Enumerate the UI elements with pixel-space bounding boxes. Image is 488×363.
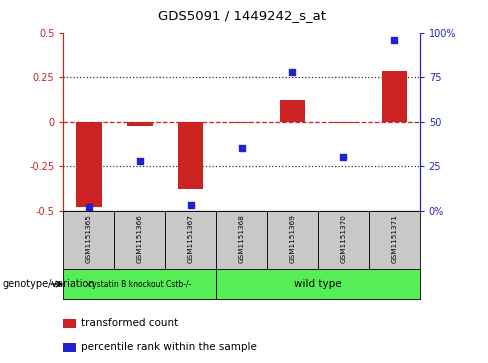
Text: genotype/variation: genotype/variation xyxy=(2,279,95,289)
Point xyxy=(288,69,296,75)
Text: percentile rank within the sample: percentile rank within the sample xyxy=(81,342,256,352)
Point xyxy=(340,154,347,160)
Bar xyxy=(127,122,152,126)
Bar xyxy=(216,211,267,269)
Text: transformed count: transformed count xyxy=(81,318,178,328)
Bar xyxy=(76,122,102,207)
Text: GSM1151370: GSM1151370 xyxy=(340,214,346,263)
Point xyxy=(187,202,195,208)
Text: cystatin B knockout Cstb-/-: cystatin B knockout Cstb-/- xyxy=(88,280,191,289)
Bar xyxy=(229,122,254,123)
Bar xyxy=(382,71,407,122)
Point xyxy=(238,145,245,151)
Bar xyxy=(369,211,420,269)
Bar xyxy=(216,269,420,299)
Text: GDS5091 / 1449242_s_at: GDS5091 / 1449242_s_at xyxy=(158,9,325,22)
Bar xyxy=(114,211,165,269)
Point xyxy=(390,37,398,43)
Text: GSM1151368: GSM1151368 xyxy=(239,214,244,263)
Point xyxy=(136,158,143,164)
Text: wild type: wild type xyxy=(294,279,342,289)
Bar xyxy=(267,211,318,269)
Text: GSM1151366: GSM1151366 xyxy=(137,214,143,263)
Bar xyxy=(63,211,114,269)
Bar xyxy=(331,122,356,123)
Bar xyxy=(280,100,305,122)
Bar xyxy=(165,211,216,269)
Text: GSM1151369: GSM1151369 xyxy=(289,214,295,263)
Bar xyxy=(63,269,216,299)
Text: GSM1151365: GSM1151365 xyxy=(86,214,92,263)
Point xyxy=(85,204,93,210)
Text: GSM1151371: GSM1151371 xyxy=(391,214,397,263)
Text: GSM1151367: GSM1151367 xyxy=(188,214,194,263)
Bar xyxy=(178,122,203,189)
Bar xyxy=(318,211,369,269)
